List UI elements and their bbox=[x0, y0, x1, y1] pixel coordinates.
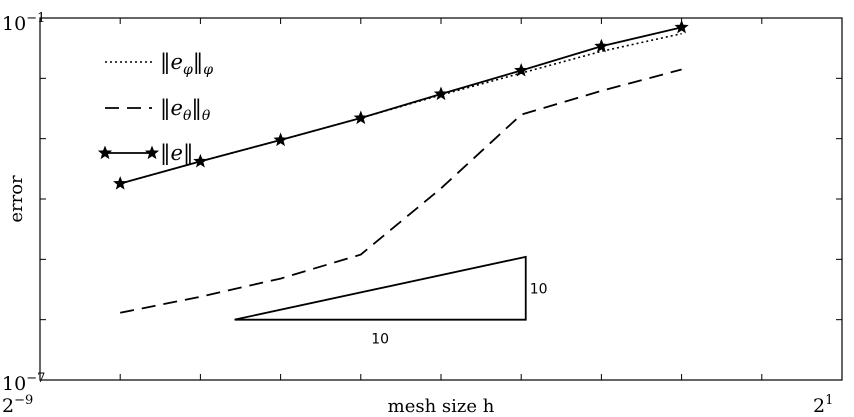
series-layer bbox=[113, 19, 689, 314]
y-tick-bottom: 10−7 bbox=[2, 371, 45, 395]
y-axis-label: error bbox=[6, 175, 27, 223]
star-marker bbox=[144, 145, 160, 160]
y-tick-top: 10−1 bbox=[2, 11, 45, 35]
x-tick-left: 2−9 bbox=[2, 393, 33, 417]
axis-ticks bbox=[40, 18, 842, 380]
star-marker bbox=[193, 153, 208, 168]
slope-triangle: 10 10 bbox=[234, 255, 548, 348]
star-marker bbox=[113, 176, 128, 190]
star-marker bbox=[353, 110, 368, 125]
star-marker bbox=[433, 86, 449, 101]
triangle-vertical-label: 10 bbox=[530, 281, 548, 297]
triangle-horizontal-label: 10 bbox=[371, 332, 389, 348]
star-marker bbox=[594, 38, 609, 53]
legend-label: ‖e‖ bbox=[160, 141, 193, 166]
star-marker bbox=[273, 132, 288, 147]
legend-label: ‖eφ‖φ bbox=[160, 50, 213, 78]
series-line-3 bbox=[119, 26, 682, 185]
x-tick-right: 21 bbox=[813, 393, 833, 417]
x-axis-label: mesh size h bbox=[388, 396, 495, 417]
legend-label: ‖eθ‖θ bbox=[160, 96, 211, 124]
star-marker bbox=[97, 145, 113, 160]
star-marker bbox=[674, 19, 689, 34]
legend: ‖eφ‖φ ‖eθ‖θ ‖e‖ bbox=[97, 50, 213, 166]
star-marker bbox=[514, 62, 529, 77]
slope-triangle-shape bbox=[234, 255, 527, 321]
series-line-2 bbox=[120, 68, 682, 314]
